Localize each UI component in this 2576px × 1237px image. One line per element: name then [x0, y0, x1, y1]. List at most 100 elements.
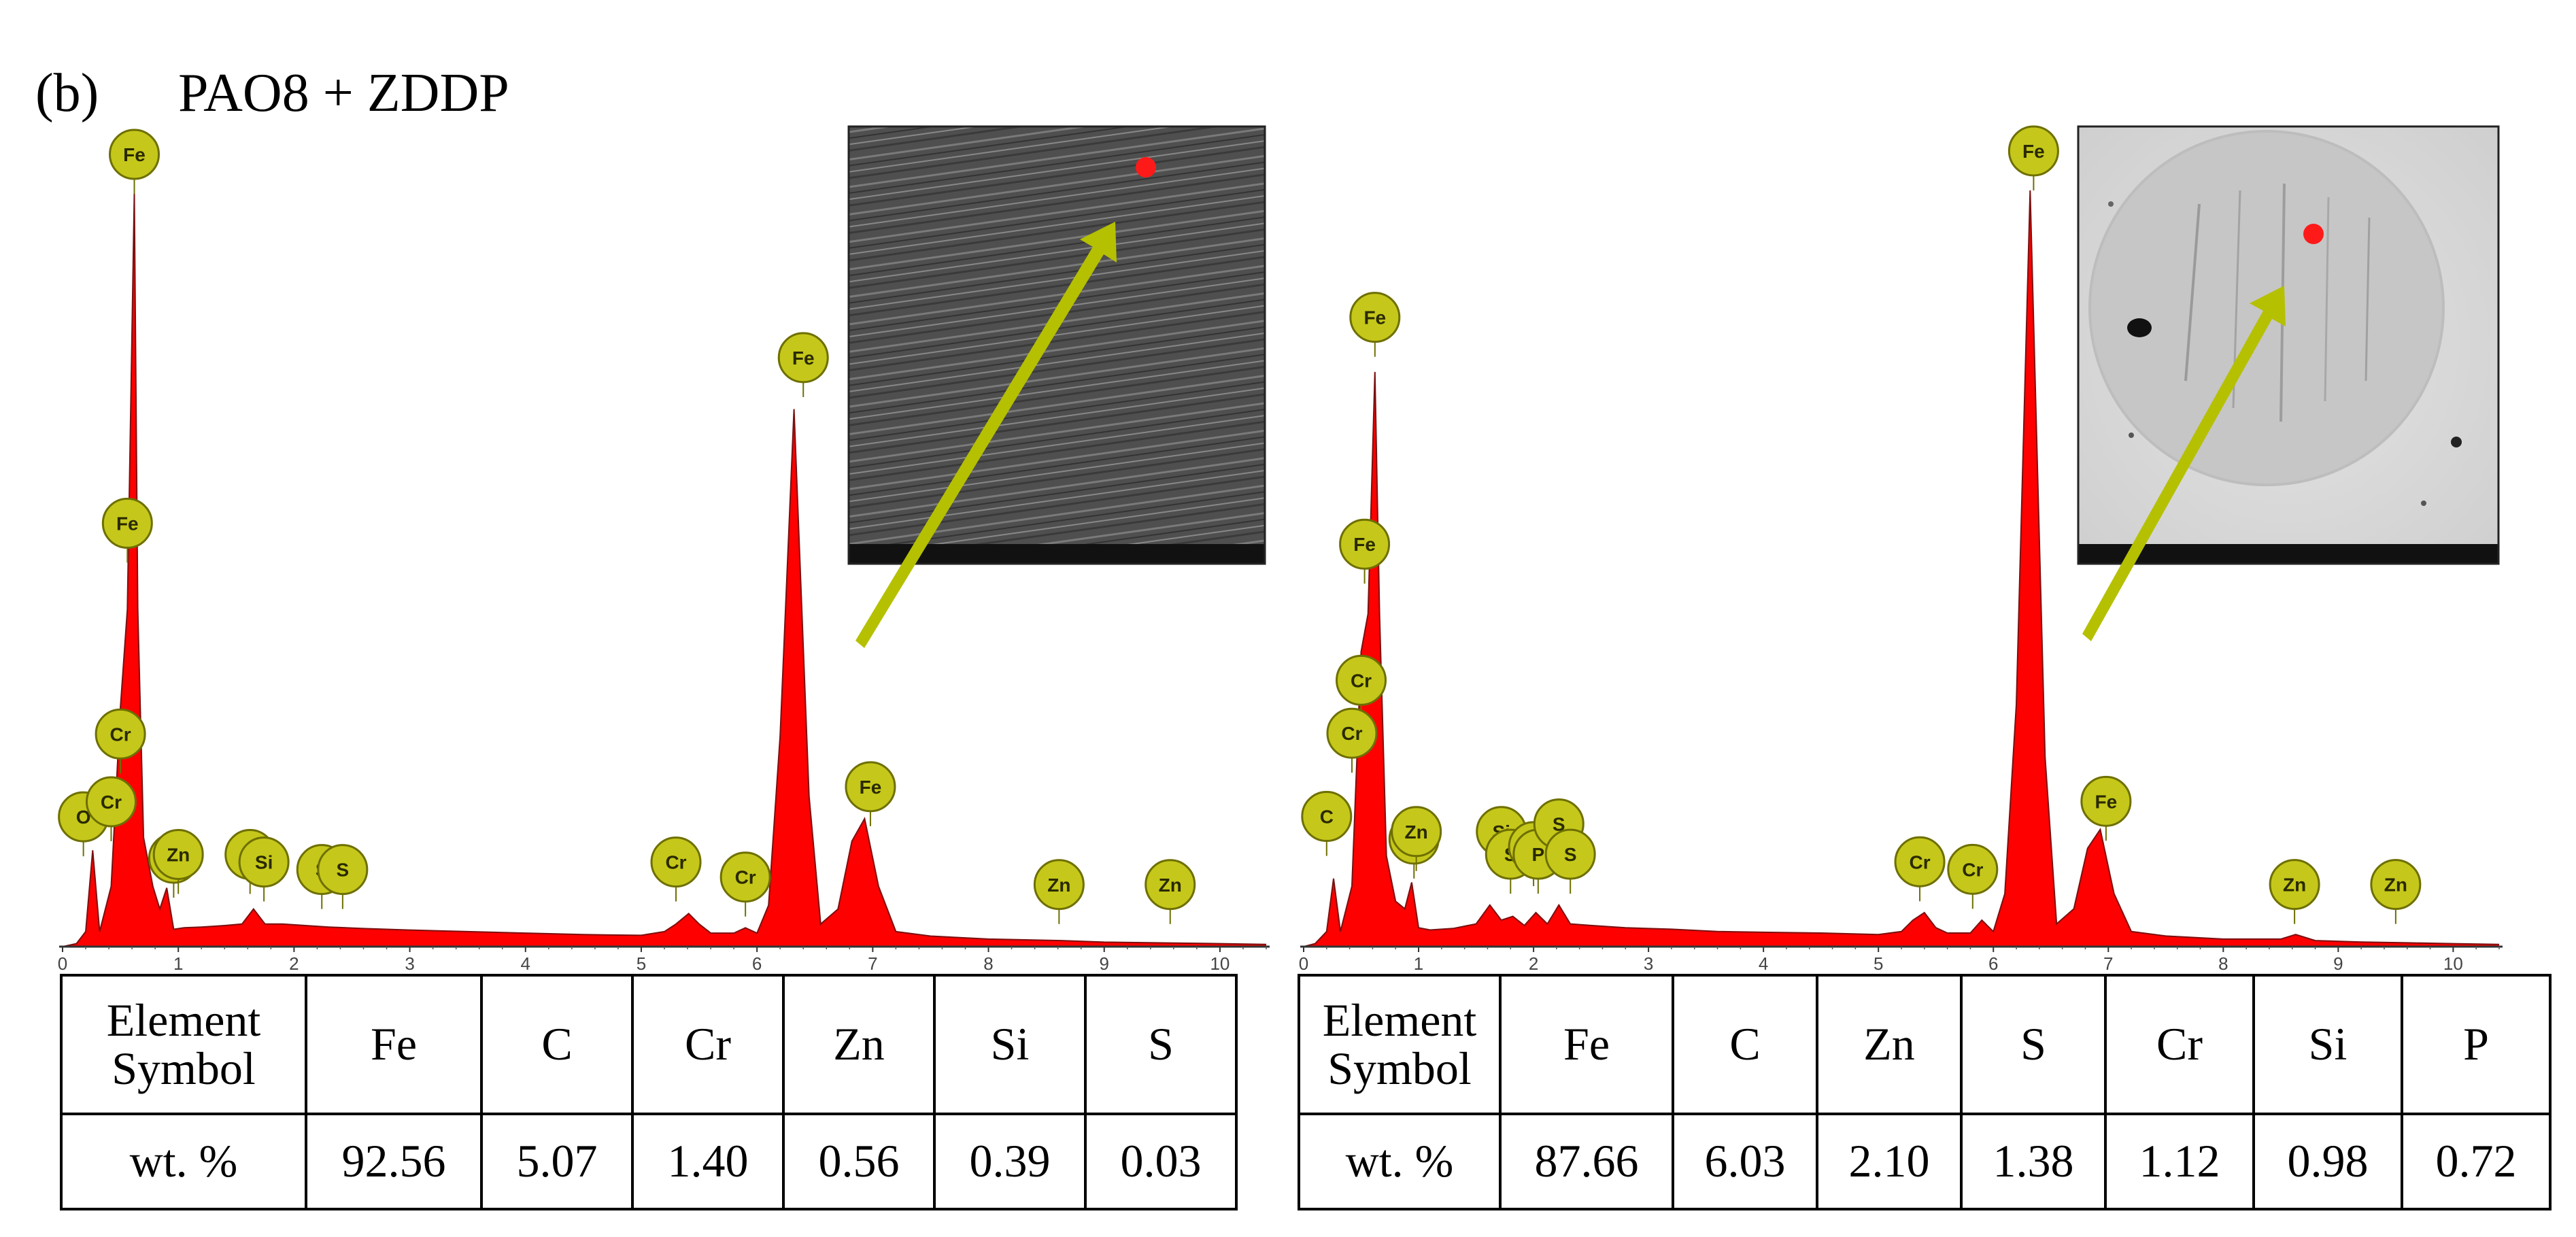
wt-value: 1.40 — [631, 1113, 785, 1210]
element-label: Fe — [101, 497, 153, 563]
svg-text:S: S — [1564, 844, 1577, 865]
element-label: S — [1544, 828, 1596, 894]
element-label: Zn — [1391, 806, 1442, 871]
element-header: Zn — [782, 974, 936, 1115]
sem-inset-left — [847, 125, 1266, 565]
element-header: Zn — [1816, 974, 1963, 1115]
svg-text:Fe: Fe — [116, 513, 139, 534]
wt-value: 92.56 — [305, 1113, 483, 1210]
x-tick-label: 6 — [752, 953, 762, 974]
element-label: C — [1301, 791, 1353, 856]
svg-text:Cr: Cr — [1341, 723, 1362, 744]
pointer-arrow-left — [855, 222, 1117, 648]
element-label: S — [317, 844, 369, 909]
x-tick-label: 3 — [1644, 953, 1653, 974]
svg-text:P: P — [1531, 844, 1544, 865]
svg-text:Si: Si — [255, 852, 273, 873]
x-tick-label: 8 — [983, 953, 993, 974]
svg-text:Zn: Zn — [167, 845, 190, 866]
x-tick-label: 8 — [2218, 953, 2228, 974]
spectrum-plot-left: 012345678910FeFeCrOCrZnZnSiSiSSCrCrFeFeZ… — [58, 129, 1270, 974]
element-label: Cr — [1947, 843, 1999, 909]
element-label: Fe — [2007, 125, 2059, 190]
element-label: Cr — [1336, 654, 1387, 720]
pointer-arrow-right — [2082, 286, 2286, 641]
svg-text:Fe: Fe — [123, 144, 146, 165]
wt-value: 87.66 — [1499, 1113, 1674, 1210]
element-label: Zn — [2269, 859, 2320, 924]
element-label: Cr — [719, 851, 771, 917]
x-tick-label: 2 — [1529, 953, 1538, 974]
element-label: Fe — [2080, 775, 2132, 841]
wt-value: 0.72 — [2401, 1113, 2552, 1210]
element-header: Cr — [631, 974, 785, 1115]
wt-value: 1.12 — [2104, 1113, 2255, 1210]
x-tick-label: 1 — [173, 953, 183, 974]
element-label: Cr — [85, 776, 137, 842]
svg-text:Cr: Cr — [1909, 851, 1930, 872]
x-tick-label: 5 — [1874, 953, 1883, 974]
svg-text:Cr: Cr — [101, 792, 122, 813]
x-tick-label: 7 — [2103, 953, 2113, 974]
element-header: P — [2401, 974, 2552, 1115]
wt-value: 5.07 — [480, 1113, 634, 1210]
row-header-wt-percent: wt. % — [1298, 1113, 1502, 1210]
element-header: Cr — [2104, 974, 2255, 1115]
sem-inset-right — [2077, 125, 2500, 565]
element-header: Fe — [305, 974, 483, 1115]
wt-value: 0.03 — [1084, 1113, 1238, 1210]
wt-value: 1.38 — [1960, 1113, 2107, 1210]
svg-text:Zn: Zn — [2283, 875, 2306, 896]
eds-spectrum-left: 012345678910FeFeCrOCrZnZnSiSiSSCrCrFeFeZ… — [58, 125, 1270, 974]
wt-value: 6.03 — [1672, 1113, 1818, 1210]
wt-value: 0.98 — [2252, 1113, 2403, 1210]
element-header: Fe — [1499, 974, 1674, 1115]
element-label: Cr — [95, 708, 146, 774]
spectrum-outline — [1303, 190, 2500, 947]
spectrum-outline — [62, 193, 1267, 947]
x-tick-label: 1 — [1414, 953, 1423, 974]
element-label: Fe — [1339, 518, 1391, 584]
x-tick-label: 0 — [1299, 953, 1308, 974]
x-tick-label: 4 — [1759, 953, 1768, 974]
element-header: S — [1960, 974, 2107, 1115]
svg-text:Fe: Fe — [1353, 534, 1376, 555]
wt-value: 0.56 — [782, 1113, 936, 1210]
svg-text:Fe: Fe — [792, 348, 815, 369]
svg-text:Zn: Zn — [2384, 875, 2407, 896]
svg-text:S: S — [337, 860, 350, 881]
x-tick-label: 9 — [2333, 953, 2343, 974]
x-tick-label: 3 — [405, 953, 414, 974]
svg-text:Cr: Cr — [735, 867, 756, 888]
element-label: Fe — [1349, 292, 1401, 357]
panel-title: PAO8 + ZDDP — [178, 63, 509, 123]
x-tick-label: 2 — [289, 953, 299, 974]
row-header-element-symbol: Element Symbol — [1298, 974, 1502, 1115]
element-label: Zn — [1033, 859, 1085, 924]
svg-text:Cr: Cr — [1962, 859, 1983, 880]
x-tick-label: 10 — [2443, 953, 2463, 974]
element-header: C — [1672, 974, 1818, 1115]
element-header: Si — [2252, 974, 2403, 1115]
x-tick-label: 0 — [58, 953, 67, 974]
element-label: Si — [238, 836, 290, 902]
x-tick-label: 7 — [868, 953, 877, 974]
svg-text:Cr: Cr — [665, 852, 686, 873]
svg-text:Zn: Zn — [1047, 875, 1070, 896]
svg-text:Cr: Cr — [110, 724, 131, 745]
panel-label: (b) — [35, 63, 99, 123]
element-header: Si — [933, 974, 1087, 1115]
eds-spectrum-right: 012345678910FeFeFeCrCrCZnZnSiSPPSSCrCrFe… — [1299, 125, 2503, 974]
composition-table-left: Element Symbol Fe C Cr Zn Si S wt. % 92.5… — [60, 974, 1238, 1210]
composition-table-right: Element Symbol Fe C Zn S Cr Si P wt. % 87… — [1298, 974, 2552, 1210]
element-label: Cr — [1326, 707, 1378, 773]
element-label: Fe — [845, 761, 896, 826]
row-header-element-symbol: Element Symbol — [60, 974, 307, 1115]
svg-text:O: O — [76, 807, 91, 828]
analysis-point-marker-left — [1136, 157, 1156, 177]
element-label: Zn — [152, 829, 204, 894]
x-tick-label: 10 — [1210, 953, 1230, 974]
x-tick-label: 6 — [1988, 953, 1998, 974]
spectrum-plot-right: 012345678910FeFeFeCrCrCZnZnSiSPPSSCrCrFe… — [1299, 125, 2503, 974]
svg-text:C: C — [1320, 807, 1334, 828]
